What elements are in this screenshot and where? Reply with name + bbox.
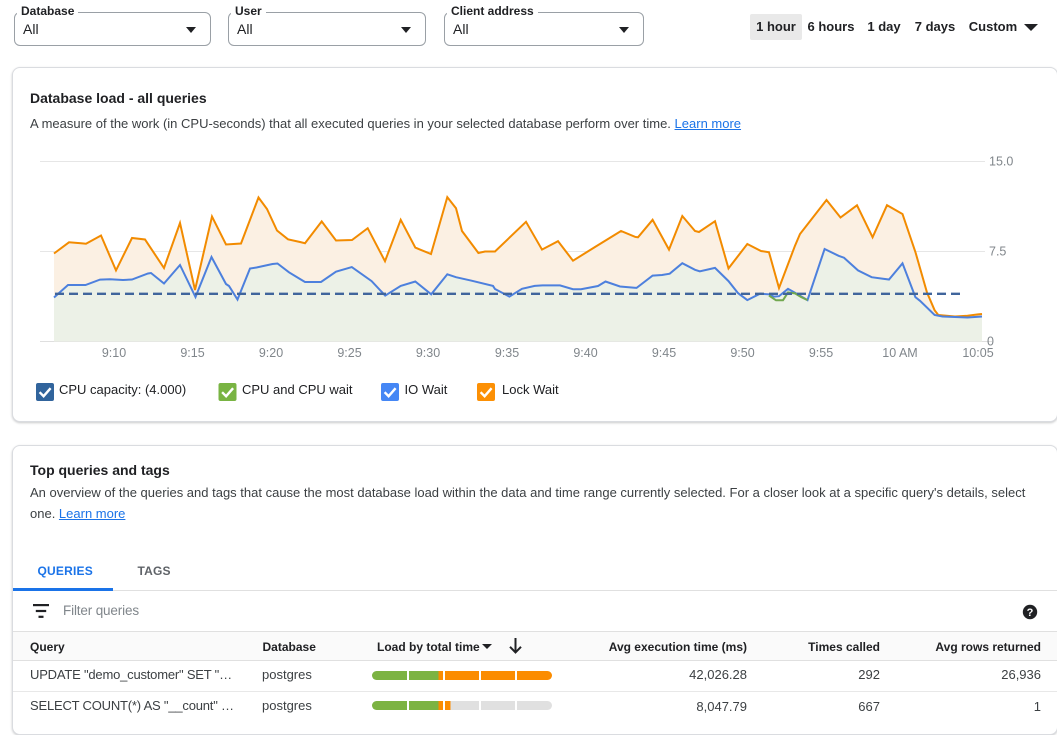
svg-text:9:20: 9:20: [259, 346, 283, 360]
svg-text:10 AM: 10 AM: [882, 346, 917, 360]
svg-text:10:05: 10:05: [962, 346, 993, 360]
svg-text:9:10: 9:10: [102, 346, 126, 360]
svg-text:9:40: 9:40: [573, 346, 597, 360]
svg-text:9:30: 9:30: [416, 346, 440, 360]
svg-text:9:50: 9:50: [730, 346, 754, 360]
svg-text:?: ?: [1027, 607, 1034, 619]
svg-text:9:15: 9:15: [180, 346, 204, 360]
svg-text:9:45: 9:45: [652, 346, 676, 360]
svg-text:7.5: 7.5: [989, 245, 1006, 259]
svg-text:9:25: 9:25: [337, 346, 361, 360]
svg-text:0: 0: [987, 335, 994, 349]
svg-text:15.0: 15.0: [989, 155, 1013, 169]
svg-text:9:35: 9:35: [495, 346, 519, 360]
svg-text:9:55: 9:55: [809, 346, 833, 360]
